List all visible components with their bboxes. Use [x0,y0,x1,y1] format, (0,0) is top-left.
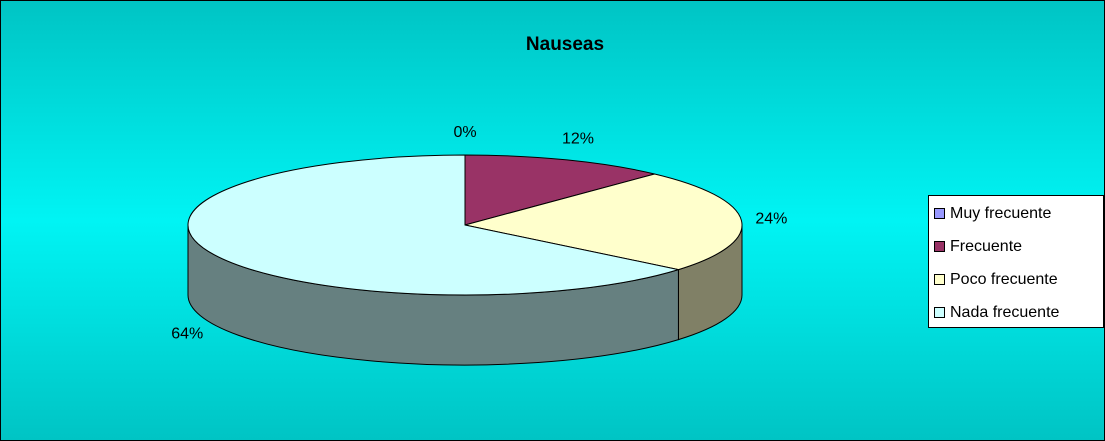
legend-label: Poco frecuente [950,271,1058,288]
legend-label: Muy frecuente [950,205,1051,222]
slice [187,154,679,296]
legend-swatch [934,274,945,285]
slice [464,154,655,226]
legend-label: Frecuente [950,238,1022,255]
legend-label: Nada frecuente [950,304,1060,321]
legend-swatch [934,307,945,318]
legend-swatch [934,208,945,219]
legend-swatch [934,241,945,252]
data-label: 64% [171,325,203,342]
legend [928,195,1104,328]
data-label: 24% [755,210,787,227]
data-label: 12% [562,131,594,148]
slice [464,173,743,271]
pie [187,154,743,366]
data-label: 0% [453,124,476,141]
chart-title: Nauseas [526,34,604,55]
